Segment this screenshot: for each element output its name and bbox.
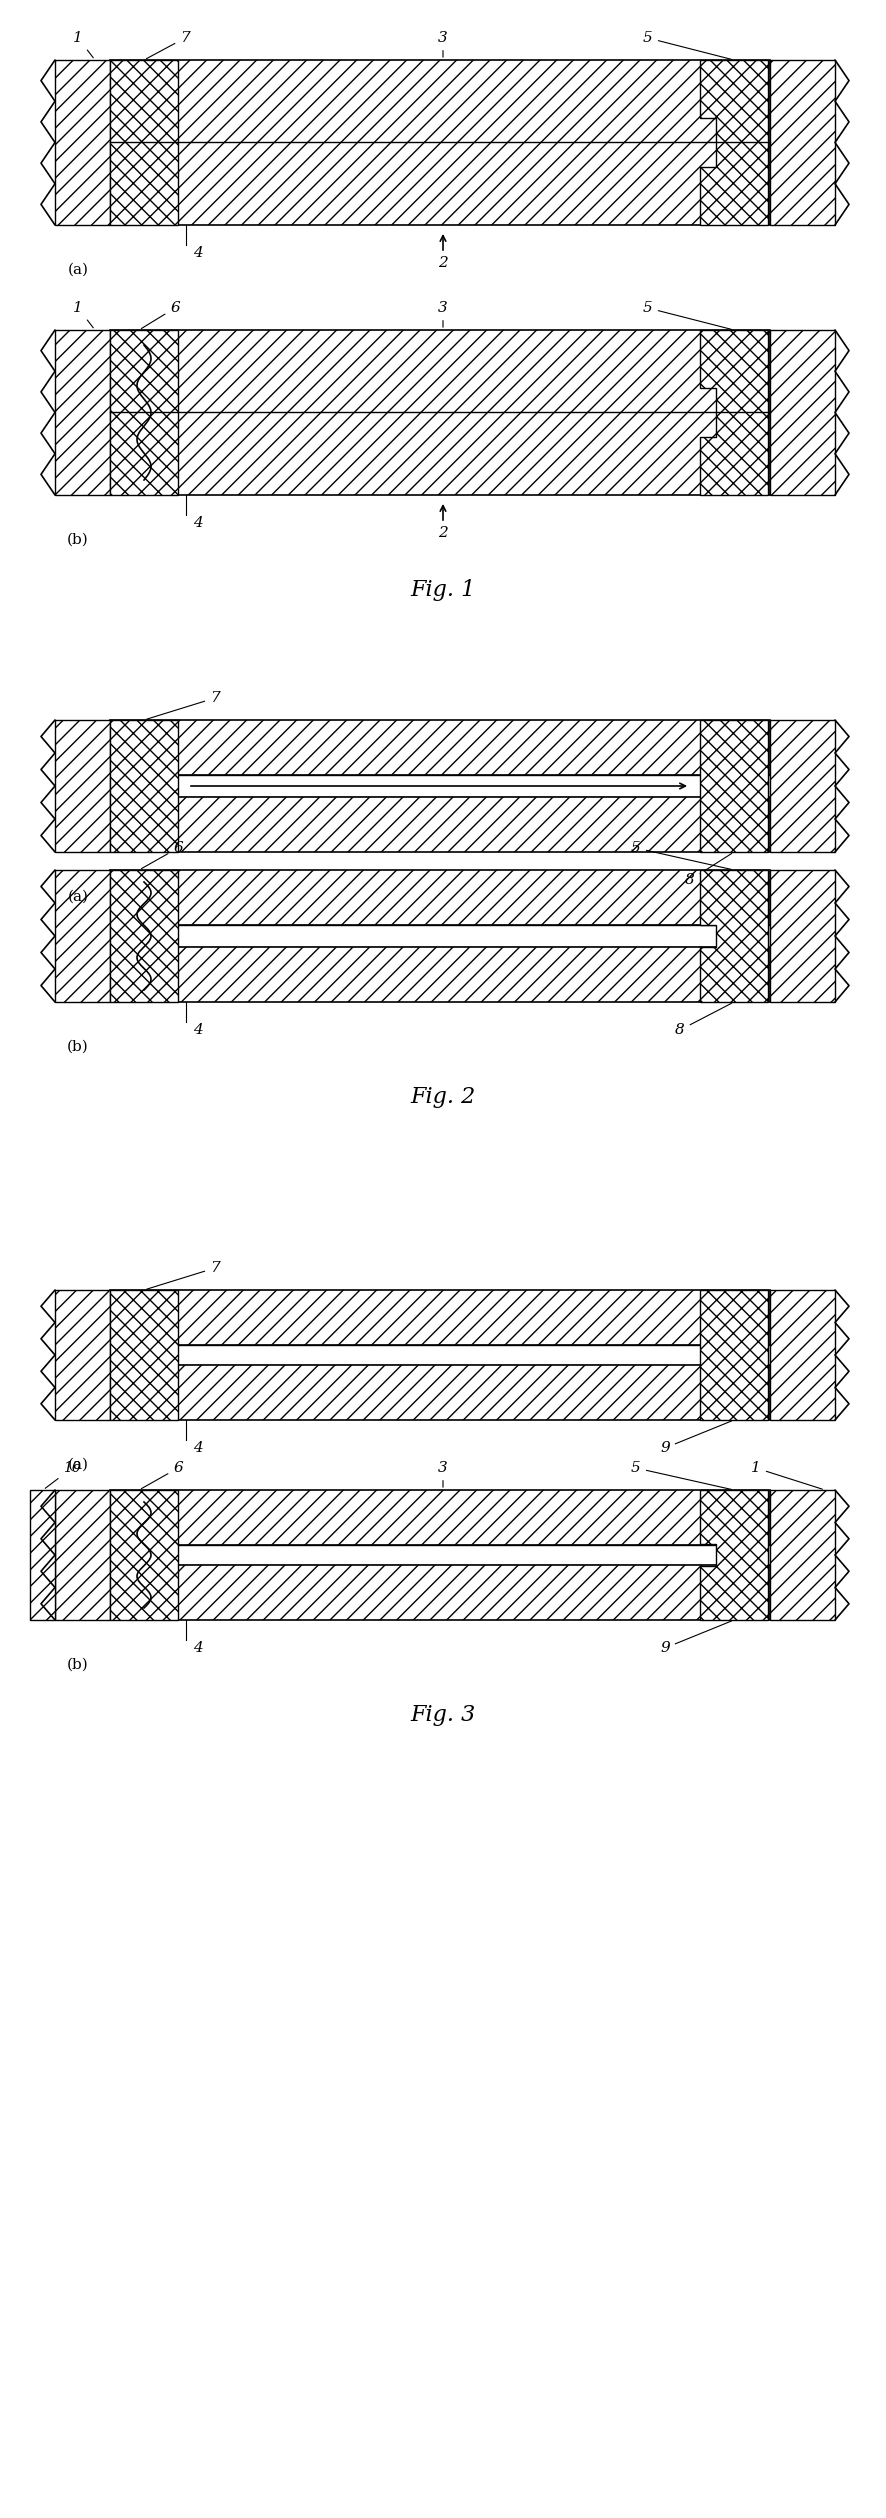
Polygon shape: [700, 60, 768, 224]
Bar: [55, 871, 110, 1002]
Bar: [110, 330, 178, 496]
Text: 2: 2: [438, 526, 448, 539]
Bar: [110, 1289, 770, 1345]
Text: (b): (b): [67, 1657, 89, 1672]
Bar: [110, 1491, 178, 1619]
Text: Fig. 1: Fig. 1: [410, 579, 476, 602]
Bar: [770, 720, 835, 851]
Text: Fig. 2: Fig. 2: [410, 1085, 476, 1108]
Bar: [110, 330, 770, 496]
Bar: [110, 776, 770, 798]
Text: (b): (b): [67, 1040, 89, 1055]
Bar: [110, 60, 178, 224]
Text: 7: 7: [147, 1262, 220, 1289]
Bar: [110, 1491, 770, 1546]
Text: 4: 4: [193, 1022, 203, 1037]
Text: 6: 6: [142, 302, 180, 327]
Bar: [700, 720, 768, 851]
Text: (b): (b): [67, 534, 89, 546]
Text: 4: 4: [193, 1440, 203, 1455]
Text: 6: 6: [142, 1460, 183, 1488]
Text: 5: 5: [643, 302, 731, 330]
Polygon shape: [700, 330, 768, 496]
Bar: [110, 924, 770, 947]
Bar: [700, 1289, 768, 1420]
Text: 5: 5: [631, 1460, 731, 1488]
Bar: [110, 1566, 770, 1619]
Text: 4: 4: [193, 516, 203, 529]
Text: 3: 3: [438, 302, 448, 327]
Text: 7: 7: [146, 30, 190, 58]
Text: 7: 7: [147, 690, 220, 720]
Text: 1: 1: [74, 302, 93, 327]
Bar: [770, 871, 835, 1002]
Bar: [110, 720, 770, 776]
Text: 8: 8: [685, 854, 732, 886]
Bar: [55, 330, 110, 496]
Text: 2: 2: [438, 257, 448, 269]
Text: Fig. 3: Fig. 3: [410, 1705, 476, 1725]
Polygon shape: [700, 1491, 768, 1619]
Bar: [770, 330, 835, 496]
Bar: [110, 60, 770, 224]
Text: 5: 5: [643, 30, 731, 60]
Text: (a): (a): [67, 889, 89, 904]
Text: (a): (a): [67, 1458, 89, 1473]
Bar: [110, 871, 770, 924]
Bar: [110, 798, 770, 851]
Bar: [110, 947, 770, 1002]
Text: 9: 9: [660, 1420, 732, 1455]
Text: 10: 10: [45, 1460, 81, 1488]
Text: 4: 4: [193, 1642, 203, 1654]
Text: 9: 9: [660, 1622, 732, 1654]
Bar: [770, 1289, 835, 1420]
Text: 8: 8: [675, 1002, 732, 1037]
Bar: [770, 1491, 835, 1619]
Bar: [110, 1345, 770, 1365]
Bar: [55, 1289, 110, 1420]
Bar: [770, 60, 835, 224]
Bar: [110, 1365, 770, 1420]
Polygon shape: [700, 871, 768, 1002]
Text: 6: 6: [142, 841, 183, 869]
Text: (a): (a): [67, 262, 89, 277]
Bar: [55, 1491, 110, 1619]
Text: 3: 3: [438, 1460, 448, 1488]
Bar: [110, 1546, 770, 1566]
Bar: [55, 720, 110, 851]
Text: 1: 1: [751, 1460, 822, 1488]
Bar: [110, 871, 178, 1002]
Text: 4: 4: [193, 247, 203, 259]
Text: 5: 5: [631, 841, 731, 869]
Bar: [55, 60, 110, 224]
Text: 3: 3: [438, 30, 448, 58]
Bar: [110, 1289, 178, 1420]
Bar: [110, 720, 178, 851]
Text: 1: 1: [74, 30, 93, 58]
Bar: [30, 1491, 55, 1619]
